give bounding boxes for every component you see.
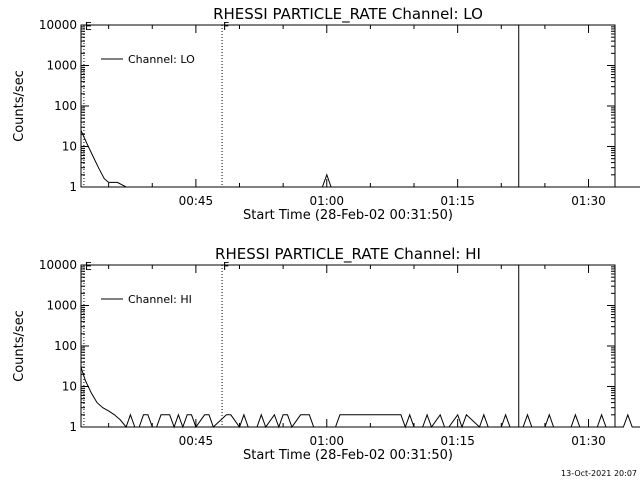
x-tick-label: 00:45: [179, 434, 214, 448]
y-tick-label: 10: [62, 140, 77, 154]
panel-hi: RHESSI PARTICLE_RATE Channel: HI Start T…: [12, 245, 640, 463]
y-axis-label: Counts/sec: [12, 310, 27, 382]
plot-frame: [80, 264, 616, 428]
y-tick-label: 100: [54, 339, 77, 353]
data-series-line: [80, 367, 640, 429]
x-tick-label: 01:00: [309, 434, 344, 448]
y-axis-label: Counts/sec: [12, 70, 27, 142]
timestamp: 13-Oct-2021 20:07: [561, 469, 637, 478]
y-tick-label: 1000: [46, 59, 77, 73]
chart-title: RHESSI PARTICLE_RATE Channel: LO: [213, 5, 483, 24]
x-axis-label: Start Time (28-Feb-02 00:31:50): [243, 448, 453, 463]
legend-label: Channel: LO: [128, 53, 195, 66]
plot-frame: [80, 24, 616, 188]
y-tick-label: 1000: [46, 299, 77, 313]
y-tick-label: 1: [69, 180, 77, 194]
legend-label: Channel: HI: [128, 293, 192, 306]
x-tick-label: 01:30: [571, 434, 606, 448]
x-axis-label: Start Time (28-Feb-02 00:31:50): [243, 208, 453, 223]
panel-lo: RHESSI PARTICLE_RATE Channel: LO Start T…: [12, 5, 640, 223]
y-tick-label: 1: [69, 420, 77, 434]
data-series-line: [80, 130, 640, 188]
time-marker-label: F: [223, 260, 229, 273]
y-tick-label: 10000: [39, 18, 77, 32]
time-marker-label: F: [223, 20, 229, 33]
x-tick-label: 01:15: [440, 434, 475, 448]
x-tick-label: 01:15: [440, 194, 475, 208]
y-tick-label: 100: [54, 99, 77, 113]
x-tick-label: 01:30: [571, 194, 606, 208]
x-tick-label: 00:45: [179, 194, 214, 208]
time-marker-label: E: [85, 260, 92, 273]
chart-title: RHESSI PARTICLE_RATE Channel: HI: [215, 245, 481, 264]
y-tick-label: 10000: [39, 258, 77, 272]
y-tick-label: 10: [62, 380, 77, 394]
x-tick-label: 01:00: [309, 194, 344, 208]
time-marker-label: E: [85, 20, 92, 33]
